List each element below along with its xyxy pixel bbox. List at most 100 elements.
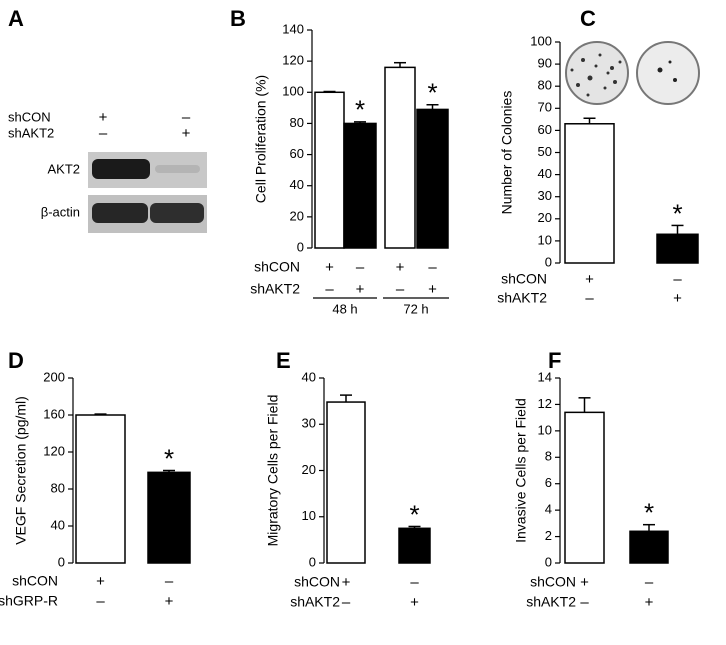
y-tick-label: 100 [530, 33, 552, 48]
bar [343, 122, 377, 249]
blot-band [150, 203, 204, 223]
y-axis-label: Cell Proliferation (%) [253, 75, 269, 203]
condition-label: shCON [530, 574, 576, 590]
group-label: 48 h [332, 301, 357, 316]
sign: – [673, 271, 682, 288]
y-tick-label: 90 [538, 56, 552, 71]
panel-letter: E [276, 348, 291, 373]
sign: + [410, 594, 419, 611]
y-tick-label: 40 [538, 166, 552, 181]
y-tick-label: 120 [43, 443, 65, 458]
sign: – [182, 109, 191, 126]
bar [314, 91, 345, 249]
sign: + [428, 281, 437, 298]
significance-marker: * [672, 198, 682, 228]
y-tick-label: 0 [545, 254, 552, 269]
bar [564, 411, 605, 564]
sign: + [99, 109, 108, 126]
sign: + [96, 573, 105, 590]
y-tick-label: 140 [282, 21, 304, 36]
y-tick-label: 2 [545, 528, 552, 543]
sign: – [356, 259, 365, 276]
condition-label: shCON [294, 574, 340, 590]
bar [75, 414, 126, 564]
condition-label: shAKT2 [497, 290, 547, 306]
sign: – [96, 593, 105, 610]
sign: – [410, 574, 419, 591]
y-tick-label: 0 [58, 554, 65, 569]
y-axis-label: VEGF Secretion (pg/ml) [13, 396, 29, 545]
y-tick-label: 120 [282, 53, 304, 68]
panel-letter: B [230, 6, 246, 31]
y-axis-label: Migratory Cells per Field [265, 395, 281, 547]
group-label: 72 h [403, 301, 428, 316]
colonies [570, 53, 622, 97]
y-tick-label: 80 [51, 480, 65, 495]
band-label: β-actin [41, 204, 80, 219]
significance-marker: * [409, 499, 419, 529]
sign: + [396, 259, 405, 276]
condition-label: shCON [254, 259, 300, 275]
condition-label: shAKT2 [526, 594, 576, 610]
sign: – [585, 290, 594, 307]
y-tick-label: 80 [290, 115, 304, 130]
panel-letter: C [580, 6, 596, 31]
y-tick-label: 12 [538, 396, 552, 411]
sign: – [580, 594, 589, 611]
sign: – [165, 573, 174, 590]
condition-label: shCON [12, 573, 58, 589]
bar [629, 530, 669, 564]
y-tick-label: 40 [51, 517, 65, 532]
blot-band [92, 159, 150, 179]
panel-letter: D [8, 348, 24, 373]
y-tick-label: 160 [43, 406, 65, 421]
y-tick-label: 20 [302, 462, 316, 477]
y-tick-label: 20 [538, 210, 552, 225]
y-tick-label: 60 [290, 146, 304, 161]
bar [384, 66, 416, 249]
bar [564, 123, 615, 264]
sign: – [645, 574, 654, 591]
y-axis-label: Invasive Cells per Field [513, 398, 529, 543]
sign: – [325, 281, 334, 298]
y-tick-label: 10 [538, 232, 552, 247]
y-tick-label: 10 [302, 508, 316, 523]
condition-label: shCON [501, 271, 547, 287]
sign: + [342, 574, 351, 591]
bar [398, 527, 431, 564]
condition-label: shAKT2 [290, 594, 340, 610]
y-tick-label: 20 [290, 208, 304, 223]
panel-letter: A [8, 6, 24, 31]
y-tick-label: 10 [538, 422, 552, 437]
bar [416, 108, 449, 249]
y-tick-label: 40 [290, 177, 304, 192]
sign: + [580, 574, 589, 591]
y-tick-label: 4 [545, 502, 552, 517]
sign: + [585, 271, 594, 288]
significance-marker: * [644, 498, 654, 528]
bar [656, 233, 699, 264]
sign: + [356, 281, 365, 298]
y-tick-label: 0 [545, 554, 552, 569]
band-label: AKT2 [47, 161, 80, 176]
sign: + [325, 259, 334, 276]
bar [147, 471, 191, 564]
bar [326, 401, 366, 564]
y-tick-label: 0 [297, 239, 304, 254]
sign: – [428, 259, 437, 276]
y-tick-label: 14 [538, 369, 552, 384]
sign: + [165, 593, 174, 610]
y-tick-label: 60 [538, 122, 552, 137]
y-tick-label: 70 [538, 100, 552, 115]
y-tick-label: 200 [43, 369, 65, 384]
panel-letter: F [548, 348, 561, 373]
blot-band [155, 165, 200, 173]
sign: + [645, 594, 654, 611]
sign: + [673, 290, 682, 307]
y-tick-label: 80 [538, 78, 552, 93]
y-tick-label: 8 [545, 449, 552, 464]
y-tick-label: 50 [538, 144, 552, 159]
y-tick-label: 6 [545, 475, 552, 490]
condition-label: shGRP-R [0, 593, 58, 609]
